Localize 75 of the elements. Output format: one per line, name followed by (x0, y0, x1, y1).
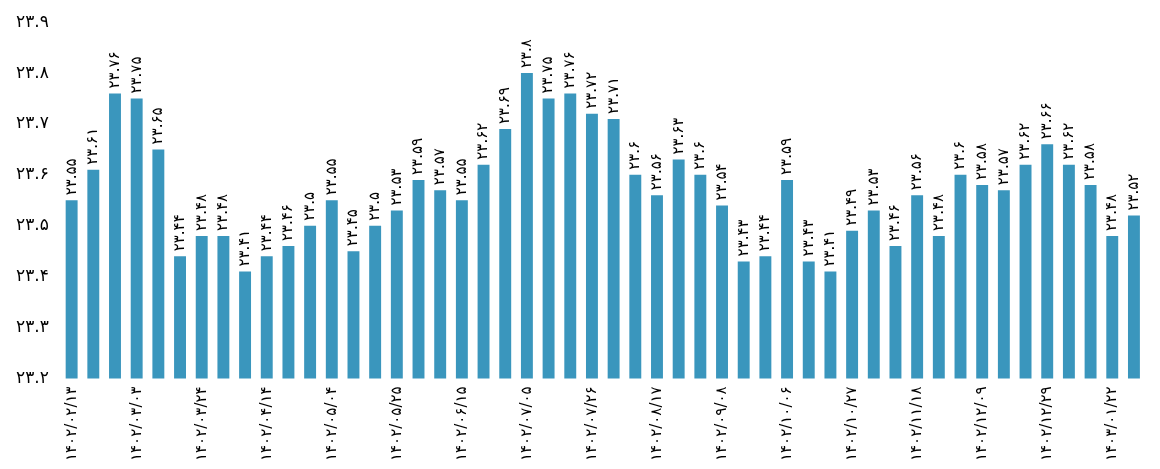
x-tick-label: ۱۴۰۲/۰۵/۰۴ (321, 386, 340, 461)
y-tick-label: ۲۳.۳ (16, 315, 49, 336)
x-tick-label: ۱۴۰۲/۰۳/۲۴ (191, 386, 210, 461)
data-label: ۲۳.۵۷ (430, 148, 449, 186)
data-label: ۲۳.۴۳ (733, 219, 752, 257)
data-label: ۲۳.۴۶ (278, 204, 297, 242)
y-tick-label: ۲۳.۵ (16, 214, 49, 235)
data-label: ۲۳.۶۳ (668, 117, 687, 155)
data-label: ۲۳.۷۵ (538, 56, 557, 94)
x-tick-label: ۱۴۰۲/۱۰/۲۷ (841, 386, 860, 461)
x-tick-label: ۱۴۰۲/۱۲/۲۹ (1037, 386, 1056, 461)
data-label: ۲۳.۴۴ (755, 214, 774, 252)
x-tick-label: ۱۴۰۲/۰۷/۲۶ (581, 386, 600, 461)
x-tick-label: ۱۴۰۲/۰۲/۱۳ (61, 386, 80, 461)
data-label: ۲۳.۸ (516, 39, 535, 69)
y-tick-label: ۲۳.۷ (16, 112, 49, 133)
data-label: ۲۳.۶۲ (1015, 122, 1034, 160)
y-tick-label: ۲۳.۴ (16, 265, 49, 286)
x-tick-label: ۱۴۰۲/۱۰/۰۶ (776, 386, 795, 461)
data-label: ۲۳.۶۶ (1037, 102, 1056, 140)
data-label: ۲۳.۵۵ (321, 158, 340, 196)
y-tick-label: ۲۳.۹ (16, 10, 49, 31)
data-label: ۲۳.۷۲ (581, 71, 600, 109)
data-label: ۲۳.۴۱ (820, 229, 839, 267)
x-tick-label: ۱۴۰۳/۰۱/۲۲ (1102, 386, 1121, 461)
x-tick-label: ۱۴۰۲/۰۶/۱۵ (451, 386, 470, 461)
data-label: ۲۳.۴۸ (213, 193, 232, 231)
data-label: ۲۳.۵۸ (972, 143, 991, 181)
y-tick-label: ۲۳.۲ (16, 366, 49, 387)
data-label: ۲۳.۴۵ (343, 209, 362, 247)
data-label: ۲۳.۵۳ (863, 168, 882, 206)
data-label: ۲۳.۶۲ (1058, 122, 1077, 160)
data-label: ۲۳.۷۵ (126, 56, 145, 94)
data-label: ۲۳.۴۸ (191, 193, 210, 231)
y-tick-label: ۲۳.۶ (16, 163, 49, 184)
data-label: ۲۳.۶ (690, 140, 709, 170)
data-label: ۲۳.۵ (365, 191, 384, 221)
data-label: ۲۳.۵۸ (1080, 143, 1099, 181)
data-label: ۲۳.۶۹ (495, 87, 514, 125)
data-label: ۲۳.۴۱ (234, 229, 253, 267)
data-label: ۲۳.۵۵ (451, 158, 470, 196)
data-label: ۲۳.۷۶ (560, 51, 579, 89)
data-label: ۲۳.۵۹ (776, 137, 795, 175)
data-label: ۲۳.۷۶ (104, 51, 123, 89)
data-label: ۲۳.۵۶ (907, 153, 926, 191)
y-tick-label: ۲۳.۸ (16, 61, 49, 82)
data-label: ۲۳.۴۴ (169, 214, 188, 252)
data-label: ۲۳.۵۴ (711, 163, 730, 201)
x-tick-label: ۱۴۰۲/۰۳/۰۳ (126, 386, 145, 461)
x-tick-label: ۱۴۰۲/۱۲/۰۹ (972, 386, 991, 461)
data-label: ۲۳.۴۴ (256, 214, 275, 252)
data-label: ۲۳.۵۹ (408, 137, 427, 175)
data-label: ۲۳.۶۱ (83, 127, 102, 165)
x-tick-label: ۱۴۰۲/۰۸/۱۷ (646, 386, 665, 461)
data-label: ۲۳.۴۶ (885, 204, 904, 242)
data-label: ۲۳.۷۱ (603, 76, 622, 114)
data-label: ۲۳.۴۹ (841, 188, 860, 226)
data-label: ۲۳.۶ (950, 140, 969, 170)
x-tick-label: ۱۴۰۲/۰۵/۲۵ (386, 386, 405, 461)
data-label: ۲۳.۵ (300, 191, 318, 221)
x-tick-label: ۱۴۰۲/۰۴/۱۴ (256, 386, 275, 461)
data-label: ۲۳.۶۵ (148, 107, 167, 145)
x-tick-label: ۱۴۰۲/۱۱/۱۸ (907, 386, 926, 461)
data-label: ۲۳.۵۲ (1123, 173, 1142, 211)
data-label: ۲۳.۴۸ (1102, 193, 1121, 231)
data-label: ۲۳.۶ (625, 140, 644, 170)
data-label: ۲۳.۵۳ (386, 168, 405, 206)
data-label: ۲۳.۵۷ (993, 148, 1012, 186)
data-label: ۲۳.۵۶ (646, 153, 665, 191)
x-tick-label: ۱۴۰۲/۰۷/۰۵ (516, 386, 535, 461)
data-label: ۲۳.۶۲ (473, 122, 492, 160)
data-label: ۲۳.۴۸ (928, 193, 947, 231)
x-tick-label: ۱۴۰۲/۰۹/۰۸ (711, 386, 730, 461)
data-label: ۲۳.۵۵ (61, 158, 80, 196)
data-label: ۲۳.۴۳ (798, 219, 817, 257)
